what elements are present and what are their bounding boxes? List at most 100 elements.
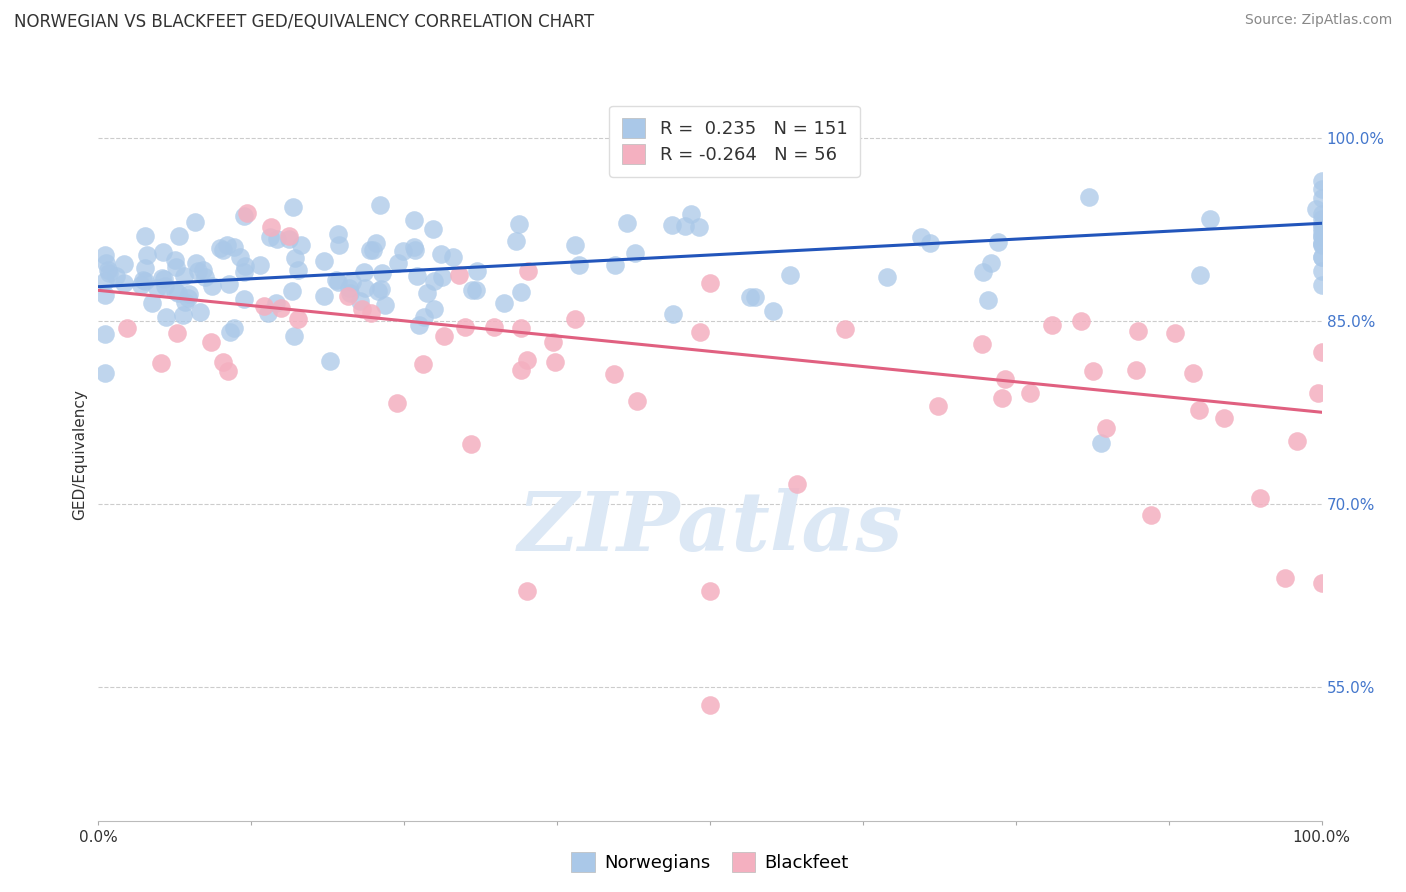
Point	[93, 274, 115, 288]
Point	[406, 268, 429, 283]
Point	[352, 301, 374, 316]
Point	[412, 357, 434, 371]
Point	[482, 320, 505, 334]
Point	[191, 262, 214, 277]
Point	[112, 276, 135, 290]
Point	[184, 215, 207, 229]
Point	[266, 232, 288, 246]
Point	[312, 289, 335, 303]
Point	[1181, 366, 1204, 380]
Point	[603, 368, 626, 382]
Point	[283, 328, 305, 343]
Point	[544, 355, 567, 369]
Point	[461, 283, 484, 297]
Point	[349, 294, 371, 309]
Point	[270, 301, 292, 315]
Point	[281, 284, 304, 298]
Point	[505, 234, 527, 248]
Point	[93, 366, 115, 380]
Point	[359, 243, 381, 257]
Point	[169, 229, 191, 244]
Point	[779, 268, 801, 282]
Point	[172, 308, 194, 322]
Point	[141, 295, 163, 310]
Point	[134, 260, 156, 275]
Point	[1081, 364, 1104, 378]
Point	[336, 289, 359, 303]
Point	[623, 246, 645, 260]
Point	[441, 250, 464, 264]
Point	[568, 258, 591, 272]
Point	[1310, 225, 1333, 239]
Point	[201, 279, 224, 293]
Point	[1310, 218, 1333, 232]
Point	[1310, 250, 1333, 264]
Point	[224, 321, 246, 335]
Point	[222, 240, 245, 254]
Point	[166, 286, 188, 301]
Point	[465, 283, 488, 297]
Point	[264, 295, 287, 310]
Point	[278, 229, 301, 244]
Point	[281, 200, 304, 214]
Point	[402, 213, 425, 227]
Point	[430, 269, 453, 284]
Point	[1199, 212, 1222, 227]
Point	[218, 277, 240, 292]
Point	[918, 235, 941, 250]
Point	[290, 238, 312, 252]
Point	[460, 437, 482, 451]
Point	[112, 257, 135, 271]
Point	[404, 244, 426, 258]
Point	[516, 264, 538, 278]
Point	[155, 310, 177, 325]
Point	[209, 240, 232, 254]
Point	[194, 270, 217, 285]
Point	[1128, 324, 1150, 338]
Point	[360, 306, 382, 320]
Point	[152, 244, 174, 259]
Point	[312, 254, 335, 268]
Point	[392, 244, 415, 258]
Point	[413, 310, 436, 324]
Point	[287, 263, 309, 277]
Point	[977, 293, 1000, 308]
Point	[433, 329, 456, 343]
Point	[1164, 326, 1187, 340]
Point	[1286, 434, 1309, 448]
Point	[319, 354, 342, 368]
Point	[1310, 238, 1333, 252]
Y-axis label: GED/Equivalency: GED/Equivalency	[72, 390, 87, 520]
Point	[328, 238, 350, 252]
Point	[1090, 435, 1112, 450]
Point	[1040, 318, 1063, 332]
Point	[980, 256, 1002, 270]
Point	[1078, 189, 1101, 203]
Point	[98, 266, 121, 280]
Point	[509, 362, 531, 376]
Point	[259, 230, 281, 244]
Point	[354, 281, 377, 295]
Point	[233, 292, 256, 306]
Point	[699, 277, 721, 291]
Point	[1019, 386, 1042, 401]
Point	[236, 205, 259, 219]
Point	[422, 222, 444, 236]
Point	[370, 282, 392, 296]
Point	[515, 353, 537, 368]
Point	[374, 298, 396, 312]
Point	[408, 318, 430, 333]
Point	[673, 219, 696, 234]
Point	[129, 278, 152, 293]
Point	[910, 230, 932, 244]
Point	[337, 281, 360, 295]
Legend: Norwegians, Blackfeet: Norwegians, Blackfeet	[562, 843, 858, 881]
Point	[187, 264, 209, 278]
Point	[219, 325, 242, 339]
Point	[1139, 508, 1161, 522]
Point	[626, 394, 648, 409]
Point	[1310, 263, 1333, 277]
Point	[134, 274, 156, 288]
Point	[416, 286, 439, 301]
Point	[165, 260, 187, 275]
